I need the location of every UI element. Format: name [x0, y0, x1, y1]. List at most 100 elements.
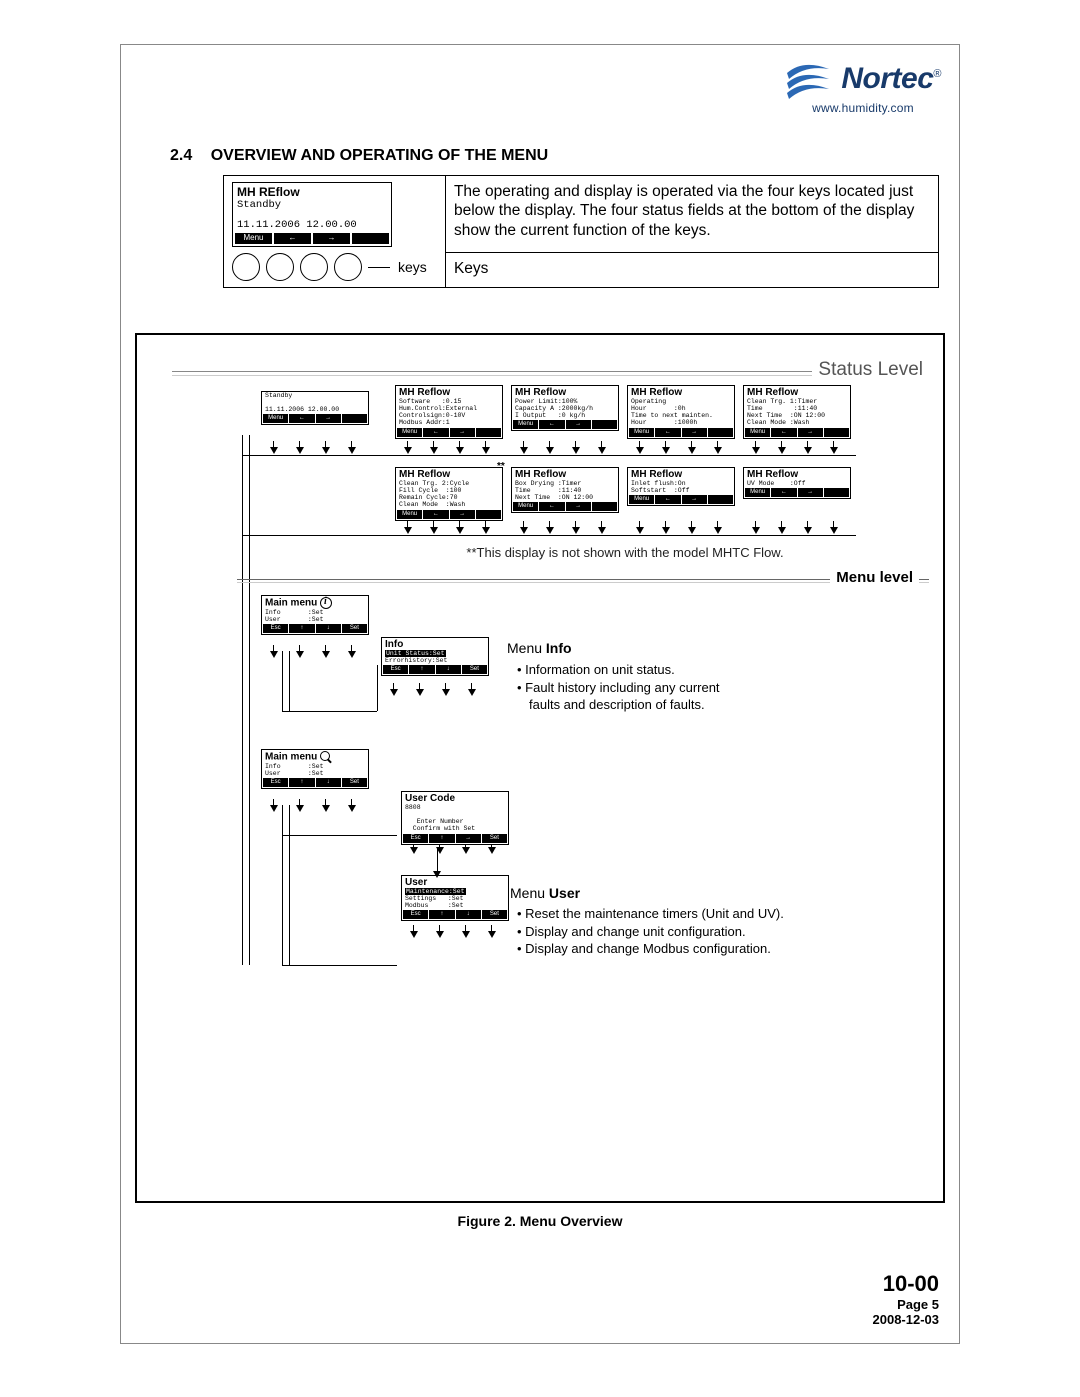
lcd-softkey: ↑: [409, 665, 434, 674]
lcd-title: MH Reflow: [744, 386, 850, 398]
intro-description: The operating and display is operated vi…: [445, 176, 938, 253]
lcd-softkey: Menu: [235, 233, 272, 244]
lcd-title: MH Reflow: [512, 468, 618, 480]
lcd-softkey: ←: [539, 420, 564, 429]
lcd-small-panel: MH ReflowBox Drying :Timer Time :11:40 N…: [511, 467, 619, 513]
keys-callout-label: keys: [398, 259, 427, 275]
lcd-softkey: ↓: [316, 624, 341, 633]
lcd-body: Info :Set User :Set: [262, 763, 368, 777]
key-button: [300, 253, 328, 281]
lcd-body: Standby 11.11.2006 12.00.00: [262, 392, 368, 413]
lcd-title: Main menu: [262, 596, 368, 609]
lcd-softkey: Esc: [263, 778, 288, 787]
lcd-title: MH Reflow: [396, 468, 502, 480]
search-icon: [320, 751, 332, 763]
lcd-bottombar: Menu←→: [744, 487, 850, 498]
lcd-bottombar: Esc↑↓Set: [382, 664, 488, 675]
lcd-bottombar: Menu←→: [512, 419, 618, 430]
lcd-softkey: ↓: [436, 665, 461, 674]
figure-caption: Figure 2. Menu Overview: [121, 1213, 959, 1229]
lcd-softkey: Set: [342, 624, 367, 633]
lcd-body: Box Drying :Timer Time :11:40 Next Time …: [512, 480, 618, 501]
lcd-body: Clean Trg. 1:Timer Time :11:40 Next Time…: [744, 398, 850, 427]
lcd-small-panel: MH ReflowClean Trg. 1:Timer Time :11:40 …: [743, 385, 851, 439]
lcd-body: Software :0.15 Hum.Control:External Cont…: [396, 398, 502, 427]
lcd-title: MH Reflow: [512, 386, 618, 398]
lcd-small-panel: Main menu Info :Set User :SetEsc↑↓Set: [261, 595, 369, 635]
lcd-softkey: →: [316, 414, 341, 423]
menu-user-heading: Menu User: [510, 885, 580, 901]
lcd-title: User: [402, 876, 508, 888]
lcd-bottombar: Menu←→: [628, 494, 734, 505]
lcd-title: Main menu: [262, 750, 368, 763]
lcd-title: MH Reflow: [628, 468, 734, 480]
lcd-softkey: →: [798, 428, 823, 437]
lcd-body: Unit Status:Set Errorhistory:Set: [382, 650, 488, 664]
lcd-body: Maintenance:Set Settings :Set Modbus :Se…: [402, 888, 508, 909]
lcd-softkey: Set: [482, 910, 507, 919]
key-button: [266, 253, 294, 281]
lcd-softkey: ←: [771, 488, 796, 497]
info-icon: [320, 597, 332, 609]
lcd-softkey: Esc: [383, 665, 408, 674]
lcd-small-panel: Standby 11.11.2006 12.00.00Menu←→: [261, 391, 369, 425]
lcd-softkey: ←: [423, 428, 448, 437]
lcd-softkey: Esc: [263, 624, 288, 633]
lcd-softkey: Esc: [403, 834, 428, 843]
lcd-body: Clean Trg. 2:Cycle Fill Cycle :100 Remai…: [396, 480, 502, 509]
lcd-softkey: [592, 420, 617, 429]
logo-name: Nortec®: [841, 62, 941, 96]
page-border: Nortec® www.humidity.com 2.4 OVERVIEW AN…: [120, 44, 960, 1344]
lcd-bottombar: Esc↑↓Set: [262, 777, 368, 788]
lcd-softkey: →: [682, 428, 707, 437]
lcd-bottombar: Menu ← →: [233, 231, 391, 246]
lcd-softkey: →: [566, 420, 591, 429]
lcd-softkey: ←: [655, 495, 680, 504]
lcd-softkey: ←: [771, 428, 796, 437]
lcd-bottombar: Menu←→: [396, 427, 502, 438]
key-button: [334, 253, 362, 281]
lcd-softkey: Set: [482, 834, 507, 843]
lcd-softkey: [592, 502, 617, 511]
figure-note: **This display is not shown with the mod…: [375, 545, 875, 560]
lcd-line: Standby: [233, 199, 391, 211]
menu-user-bullets: Reset the maintenance timers (Unit and U…: [517, 905, 784, 958]
lcd-softkey: →: [798, 488, 823, 497]
lcd-body: Info :Set User :Set: [262, 609, 368, 623]
lcd-softkey: [476, 510, 501, 519]
lcd-softkey: Set: [462, 665, 487, 674]
lcd-small-panel: MH ReflowOperating Hour :0h Time to next…: [627, 385, 735, 439]
menu-info-bullets: Information on unit status. Fault histor…: [517, 661, 720, 714]
lcd-softkey: ←: [655, 428, 680, 437]
lcd-softkey: →: [682, 495, 707, 504]
lcd-bottombar: Esc↑↓Set: [402, 909, 508, 920]
section-heading: 2.4 OVERVIEW AND OPERATING OF THE MENU: [170, 147, 548, 165]
lcd-softkey: Esc: [403, 910, 428, 919]
lcd-softkey: [352, 233, 389, 244]
lcd-bottombar: Menu←→: [262, 413, 368, 424]
lcd-body: Inlet flush:On Softstart :Off: [628, 480, 734, 494]
menu-level-label: Menu level: [830, 569, 919, 586]
footer-section: 10-00: [873, 1271, 940, 1297]
lcd-small-panel: User Code8808 Enter Number Confirm with …: [401, 791, 509, 845]
lcd-softkey: Set: [342, 778, 367, 787]
lcd-title: MH REflow: [233, 183, 391, 199]
lcd-softkey: →: [313, 233, 350, 244]
status-level-label: Status Level: [812, 359, 929, 381]
logo-swoosh-icon: [785, 59, 833, 99]
lcd-small-panel: MH ReflowInlet flush:On Softstart :OffMe…: [627, 467, 735, 506]
lcd-softkey: →: [450, 510, 475, 519]
page-footer: 10-00 Page 5 2008-12-03: [873, 1271, 940, 1327]
lcd-title: MH Reflow: [396, 386, 502, 398]
lcd-softkey: ←: [289, 414, 314, 423]
lcd-softkey: [824, 488, 849, 497]
footer-page: Page 5: [873, 1297, 940, 1312]
lcd-softkey: Menu: [745, 428, 770, 437]
lcd-softkey: →: [566, 502, 591, 511]
keys-row: keys: [232, 253, 437, 281]
lcd-softkey: ←: [423, 510, 448, 519]
section-number: 2.4: [170, 147, 192, 164]
intro-table: MH REflow Standby 11.11.2006 12.00.00 Me…: [223, 175, 939, 288]
lcd-body: 8808 Enter Number Confirm with Set: [402, 804, 508, 833]
lcd-softkey: Menu: [397, 510, 422, 519]
